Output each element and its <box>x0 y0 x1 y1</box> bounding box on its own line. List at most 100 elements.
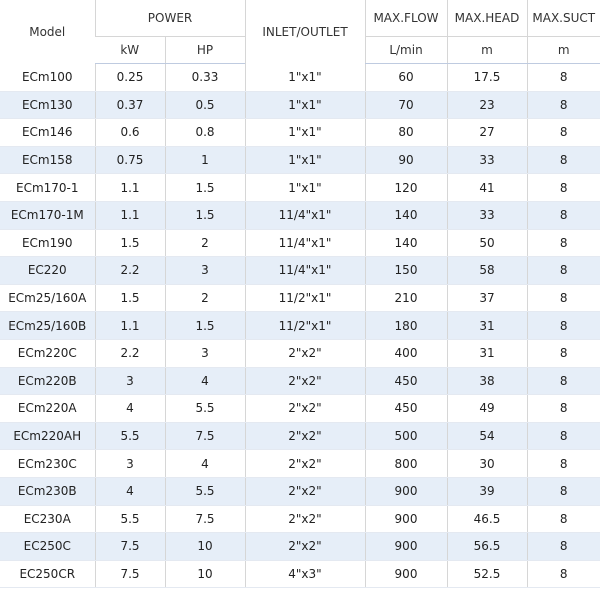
table-cell: 450 <box>364 394 447 423</box>
header-cell: HP <box>164 36 245 64</box>
table-cell: 8 <box>526 256 600 285</box>
table-cell: 4 <box>164 367 245 396</box>
table-row: ECm170-1 1.1 1.5 1"x1" 120 41 8 <box>0 173 600 202</box>
table-cell: 210 <box>364 284 447 313</box>
header-cell: INLET/OUTLET <box>244 0 365 64</box>
table-cell: 4 <box>94 477 165 506</box>
table-cell: 8 <box>526 63 600 92</box>
table-cell: EC230A <box>0 505 95 534</box>
table-cell: 0.5 <box>164 91 245 120</box>
table-cell: ECm100 <box>0 63 95 92</box>
table-cell: 2"x2" <box>244 367 365 396</box>
table-cell: ECm220C <box>0 339 95 368</box>
table-cell: 60 <box>364 63 447 92</box>
table-cell: 5.5 <box>94 422 165 451</box>
table-cell: 17.5 <box>446 63 527 92</box>
table-row: ECm146 0.6 0.8 1"x1" 80 27 8 <box>0 118 600 147</box>
table-row: EC220 2.2 3 11/4"x1" 150 58 8 <box>0 256 600 285</box>
table-cell: 8 <box>526 339 600 368</box>
table-cell: 8 <box>526 91 600 120</box>
table-cell: 900 <box>364 477 447 506</box>
table-cell: 1"x1" <box>244 146 365 175</box>
table-row: ECm220B 3 4 2"x2" 450 38 8 <box>0 367 600 396</box>
table-cell: 33 <box>446 146 527 175</box>
table-cell: 8 <box>526 560 600 589</box>
table-row: ECm130 0.37 0.5 1"x1" 70 23 8 <box>0 91 600 120</box>
table-cell: 1"x1" <box>244 63 365 92</box>
table-cell: 1.5 <box>164 173 245 202</box>
header-cell: m <box>526 36 600 64</box>
table-cell: ECm220B <box>0 367 95 396</box>
table-cell: 7.5 <box>94 532 165 561</box>
table-cell: ECm230B <box>0 477 95 506</box>
table-cell: 1.5 <box>164 201 245 230</box>
table-cell: 11/4"x1" <box>244 201 365 230</box>
table-cell: 37 <box>446 284 527 313</box>
table-cell: 10 <box>164 560 245 589</box>
header-cell: MAX.HEAD <box>446 0 527 37</box>
table-cell: 150 <box>364 256 447 285</box>
table-cell: 7.5 <box>164 422 245 451</box>
table-cell: ECm25/160A <box>0 284 95 313</box>
table-cell: ECm190 <box>0 229 95 258</box>
table-row: ECm158 0.75 1 1"x1" 90 33 8 <box>0 146 600 175</box>
table-cell: 140 <box>364 201 447 230</box>
header-cell: kW <box>95 36 165 64</box>
table-cell: 70 <box>364 91 447 120</box>
table-cell: 52.5 <box>446 560 527 589</box>
table-cell: 450 <box>364 367 447 396</box>
table-cell: ECm25/160B <box>0 311 95 340</box>
table-cell: 50 <box>446 229 527 258</box>
table-row: ECm170-1M 1.1 1.5 11/4"x1" 140 33 8 <box>0 201 600 230</box>
table-cell: 2"x2" <box>244 339 365 368</box>
table-cell: 900 <box>364 532 447 561</box>
table-cell: 0.33 <box>164 63 245 92</box>
table-body: ECm100 0.25 0.33 1"x1" 60 17.5 8 ECm130 0.37 0.5 1… <box>0 63 600 589</box>
table-cell: 2"x2" <box>244 477 365 506</box>
table-cell: 8 <box>526 449 600 478</box>
table-cell: 11/4"x1" <box>244 229 365 258</box>
header-cell: Model <box>29 24 66 39</box>
table-cell: 900 <box>364 505 447 534</box>
table-cell: 8 <box>526 394 600 423</box>
table-cell: 2.2 <box>94 256 165 285</box>
table-cell: 8 <box>526 146 600 175</box>
table-cell: 7.5 <box>164 505 245 534</box>
table-cell: 8 <box>526 422 600 451</box>
table-cell: 400 <box>364 339 447 368</box>
table-cell: 900 <box>364 560 447 589</box>
table-cell: 3 <box>164 256 245 285</box>
table-cell: 31 <box>446 339 527 368</box>
table-cell: 0.8 <box>164 118 245 147</box>
table-cell: 10 <box>164 532 245 561</box>
table-row: ECm220C 2.2 3 2"x2" 400 31 8 <box>0 339 600 368</box>
table-cell: 58 <box>446 256 527 285</box>
table-cell: 500 <box>364 422 447 451</box>
table-cell: 5.5 <box>164 477 245 506</box>
table-cell: 4 <box>164 449 245 478</box>
table-cell: 41 <box>446 173 527 202</box>
table-cell: 8 <box>526 201 600 230</box>
table-cell: 8 <box>526 505 600 534</box>
table-cell: 2"x2" <box>244 422 365 451</box>
table-row: ECm220A 4 5.5 2"x2" 450 49 8 <box>0 394 600 423</box>
table-cell: 3 <box>164 339 245 368</box>
table-cell: 0.75 <box>94 146 165 175</box>
table-cell: 27 <box>446 118 527 147</box>
table-cell: 8 <box>526 284 600 313</box>
table-cell: 2"x2" <box>244 505 365 534</box>
table-cell: ECm230C <box>0 449 95 478</box>
table-cell: 1.5 <box>94 229 165 258</box>
table-cell: 2"x2" <box>244 532 365 561</box>
table-cell: 8 <box>526 173 600 202</box>
table-row: ECm25/160B 1.1 1.5 11/2"x1" 180 31 8 <box>0 311 600 340</box>
table-cell: 8 <box>526 118 600 147</box>
table-cell: 5.5 <box>94 505 165 534</box>
table-cell: 3 <box>94 449 165 478</box>
table-cell: 30 <box>446 449 527 478</box>
header-cell: POWER <box>94 0 245 37</box>
table-cell: 90 <box>364 146 447 175</box>
table-cell: 8 <box>526 311 600 340</box>
table-cell: 23 <box>446 91 527 120</box>
